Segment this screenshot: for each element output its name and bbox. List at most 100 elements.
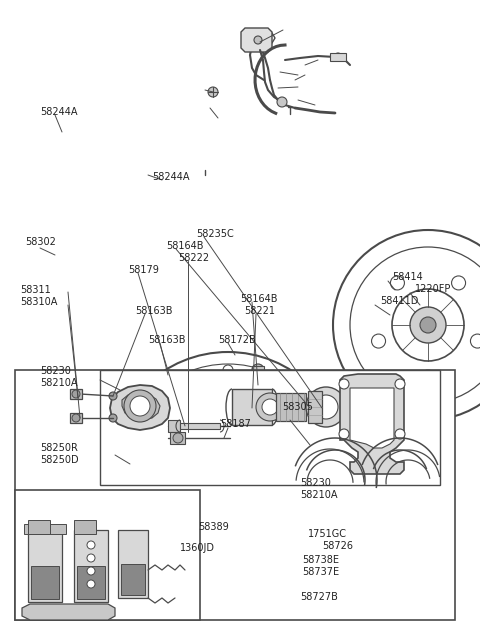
Text: 1360JD: 1360JD (180, 543, 215, 553)
Text: 58210A: 58210A (40, 378, 77, 388)
Circle shape (390, 276, 405, 290)
Polygon shape (70, 413, 82, 423)
Text: 58411D: 58411D (380, 296, 419, 306)
Circle shape (339, 429, 349, 439)
Polygon shape (70, 389, 82, 399)
Polygon shape (350, 388, 394, 448)
Polygon shape (15, 370, 455, 620)
Polygon shape (22, 604, 115, 620)
Text: 58310A: 58310A (20, 297, 58, 307)
Polygon shape (330, 53, 346, 61)
Circle shape (291, 415, 301, 425)
Text: 58164B: 58164B (240, 294, 277, 304)
Circle shape (310, 415, 320, 425)
Circle shape (207, 539, 219, 551)
Polygon shape (180, 423, 220, 429)
Circle shape (291, 387, 301, 397)
Polygon shape (170, 432, 185, 444)
Text: 58737E: 58737E (302, 567, 339, 577)
Circle shape (256, 393, 284, 421)
Circle shape (262, 399, 278, 415)
Circle shape (372, 334, 385, 348)
Polygon shape (252, 366, 264, 374)
Circle shape (87, 580, 95, 588)
Circle shape (136, 515, 146, 525)
Text: 58305: 58305 (282, 402, 313, 412)
Circle shape (220, 462, 236, 478)
Circle shape (252, 364, 264, 376)
Polygon shape (74, 520, 96, 534)
Circle shape (173, 433, 183, 443)
Text: 58221: 58221 (244, 306, 275, 316)
Circle shape (334, 53, 342, 61)
Polygon shape (118, 530, 148, 598)
Text: 58244A: 58244A (40, 107, 77, 117)
Polygon shape (241, 28, 272, 52)
Text: 58726: 58726 (322, 541, 353, 551)
Circle shape (395, 379, 405, 389)
Polygon shape (232, 389, 272, 425)
Circle shape (72, 414, 80, 422)
Circle shape (310, 515, 320, 525)
Text: 58222: 58222 (178, 253, 209, 263)
Text: 58235C: 58235C (196, 229, 234, 239)
Circle shape (452, 276, 466, 290)
Polygon shape (28, 520, 50, 534)
Circle shape (314, 395, 338, 419)
Circle shape (325, 387, 335, 397)
Text: 58163B: 58163B (135, 306, 172, 316)
Text: 58244A: 58244A (152, 172, 190, 182)
Text: 58250R: 58250R (40, 443, 78, 453)
Text: 1751GC: 1751GC (308, 529, 347, 539)
Polygon shape (276, 393, 306, 421)
Circle shape (420, 317, 436, 333)
Circle shape (306, 387, 346, 427)
Circle shape (395, 429, 405, 439)
Circle shape (109, 392, 117, 400)
Polygon shape (77, 566, 105, 599)
Circle shape (325, 415, 335, 425)
Polygon shape (285, 405, 450, 530)
Text: 58230: 58230 (40, 366, 71, 376)
Text: 58414: 58414 (392, 272, 423, 282)
Text: 58250D: 58250D (40, 455, 79, 465)
Circle shape (72, 390, 80, 398)
Circle shape (470, 334, 480, 348)
Text: 58179: 58179 (128, 265, 159, 275)
Text: 58738E: 58738E (302, 555, 339, 565)
Circle shape (339, 379, 349, 389)
Circle shape (255, 36, 261, 42)
Polygon shape (340, 374, 404, 474)
Text: 58164B: 58164B (166, 241, 204, 251)
Text: 58172B: 58172B (218, 335, 256, 345)
Circle shape (109, 414, 117, 422)
Circle shape (254, 36, 262, 44)
Polygon shape (24, 524, 66, 534)
Circle shape (87, 567, 95, 575)
Polygon shape (31, 566, 59, 599)
Polygon shape (285, 380, 347, 428)
Circle shape (87, 554, 95, 562)
Circle shape (87, 541, 95, 549)
Circle shape (410, 307, 446, 343)
Text: 58727B: 58727B (300, 592, 338, 602)
Text: 58311: 58311 (20, 285, 51, 295)
Polygon shape (74, 530, 108, 602)
Text: 58389: 58389 (198, 522, 229, 532)
Text: 58230: 58230 (300, 478, 331, 488)
Circle shape (208, 87, 218, 97)
Text: 58163B: 58163B (148, 335, 185, 345)
Polygon shape (122, 393, 160, 420)
Polygon shape (121, 564, 145, 595)
Circle shape (223, 565, 233, 575)
Text: 58187: 58187 (220, 419, 251, 429)
Circle shape (421, 370, 435, 384)
Text: 58210A: 58210A (300, 490, 337, 500)
Polygon shape (308, 391, 322, 423)
Polygon shape (294, 391, 332, 418)
Circle shape (277, 97, 287, 107)
Circle shape (136, 415, 146, 425)
Polygon shape (110, 385, 170, 430)
Circle shape (124, 390, 156, 422)
Polygon shape (168, 420, 180, 432)
